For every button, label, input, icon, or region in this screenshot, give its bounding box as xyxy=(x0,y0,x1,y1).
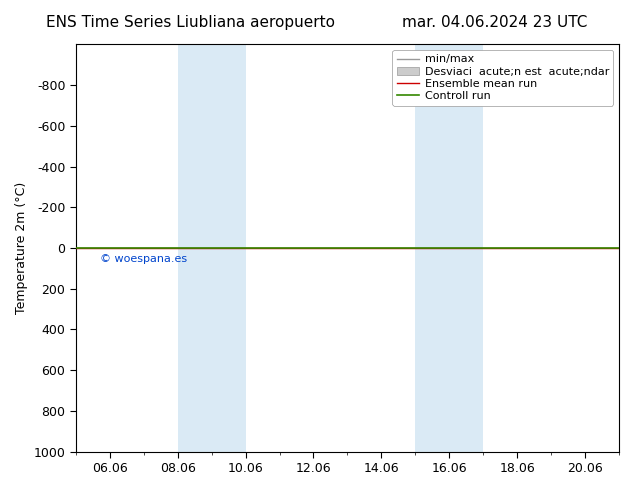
Y-axis label: Temperature 2m (°C): Temperature 2m (°C) xyxy=(15,182,28,314)
Text: © woespana.es: © woespana.es xyxy=(100,254,187,264)
Text: mar. 04.06.2024 23 UTC: mar. 04.06.2024 23 UTC xyxy=(402,15,587,30)
Legend: min/max, Desviaci  acute;n est  acute;ndar, Ensemble mean run, Controll run: min/max, Desviaci acute;n est acute;ndar… xyxy=(392,50,614,105)
Bar xyxy=(415,45,483,452)
Bar xyxy=(178,45,245,452)
Text: ENS Time Series Liubliana aeropuerto: ENS Time Series Liubliana aeropuerto xyxy=(46,15,335,30)
